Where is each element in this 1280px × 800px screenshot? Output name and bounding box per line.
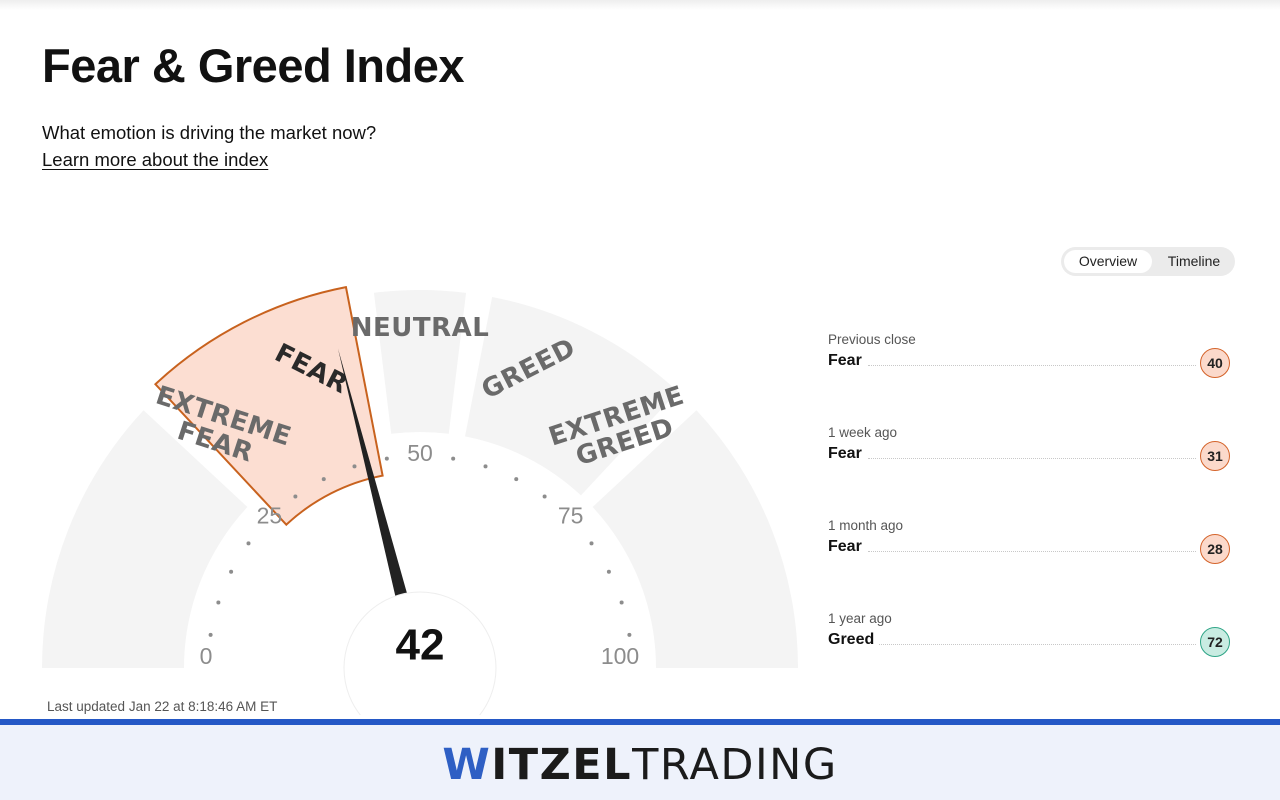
dotted-leader (868, 365, 1196, 366)
gauge-tick-dot (321, 477, 326, 482)
segment-neutral-label: NEUTRAL (351, 313, 490, 343)
score-hub (343, 591, 497, 715)
history-value-badge: 72 (1200, 627, 1230, 657)
history-period: 1 year ago (828, 611, 892, 626)
segment-fear (153, 285, 384, 527)
gauge-tick-dot (216, 600, 221, 605)
gauge-tick-dot (542, 494, 547, 499)
footer-accent-line (0, 719, 1280, 725)
learn-more-link[interactable]: Learn more about the index (42, 149, 269, 170)
top-shadow (0, 0, 1280, 10)
brand-logo-w: W (442, 740, 492, 790)
gauge-tick-dot (384, 456, 389, 461)
gauge-tick-dot (352, 464, 357, 469)
last-updated-text: Last updated Jan 22 at 8:18:46 AM ET (47, 699, 278, 714)
gauge-tick-label: 100 (601, 643, 639, 669)
overview-toggle-button[interactable]: Overview (1064, 250, 1152, 273)
brand-logo-bold: ITZEL (491, 740, 633, 790)
history-rating: Fear (828, 445, 866, 463)
history-value-badge: 31 (1200, 441, 1230, 471)
gauge-needle (337, 348, 408, 597)
history-rating: Fear (828, 352, 866, 370)
history-rating: Greed (828, 631, 879, 649)
gauge-tick-dot (208, 632, 213, 637)
gauge-score: 42 (396, 621, 445, 670)
history-item-1-week-ago: 1 week ago Fear 31 (828, 425, 1232, 475)
segment-neutral (373, 290, 467, 434)
gauge-tick-dot (451, 456, 456, 461)
gauge-tick-dot (293, 494, 298, 499)
history-rating: Fear (828, 538, 866, 556)
brand-logo-light: TRADING (632, 740, 838, 790)
segment-extreme-fear (42, 410, 248, 668)
segment-greed (465, 296, 678, 496)
page-subtitle: What emotion is driving the market now? (42, 122, 377, 143)
gauge-tick-label: 50 (407, 440, 433, 466)
gauge-tick-dot (589, 541, 594, 546)
gauge-tick-dot (229, 569, 234, 574)
gauge-tick-dot (514, 477, 519, 482)
history-value-badge: 28 (1200, 534, 1230, 564)
gauge-tick-label: 75 (558, 502, 584, 528)
history-period: 1 week ago (828, 425, 898, 440)
gauge-tick-dot (627, 632, 632, 637)
history-item-previous-close: Previous close Fear 40 (828, 332, 1232, 382)
gauge-tick-dot (483, 464, 488, 469)
dotted-leader (868, 458, 1196, 459)
dotted-leader (868, 551, 1196, 552)
timeline-toggle-button[interactable]: Timeline (1167, 253, 1221, 269)
gauge-tick-dot (619, 600, 624, 605)
history-period: Previous close (828, 332, 916, 347)
history-item-1-year-ago: 1 year ago Greed 72 (828, 611, 1232, 661)
page-title: Fear & Greed Index (42, 39, 465, 92)
history-item-1-month-ago: 1 month ago Fear 28 (828, 518, 1232, 568)
gauge-tick-dot (246, 541, 251, 546)
gauge-tick-label: 0 (200, 643, 213, 669)
view-toggle: Overview Timeline (1061, 247, 1235, 276)
gauge-tick-label: 25 (257, 502, 283, 528)
history-value-badge: 40 (1200, 348, 1230, 378)
brand-logo: WITZELTRADING (0, 741, 1280, 789)
gauge-tick-dot (606, 569, 611, 574)
history-period: 1 month ago (828, 518, 904, 533)
footer-banner: WITZELTRADING (0, 725, 1280, 800)
segment-extreme-greed (592, 410, 798, 668)
dotted-leader (868, 644, 1196, 645)
